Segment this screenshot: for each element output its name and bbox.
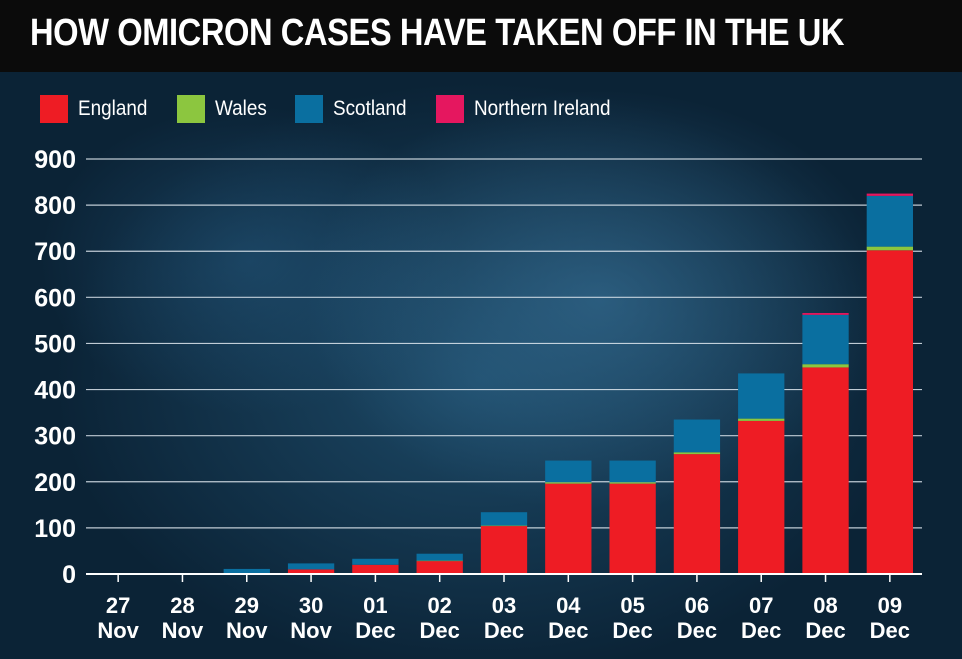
x-tick-label-day: 03 [492, 593, 516, 618]
title-bar: HOW OMICRON CASES HAVE TAKEN OFF IN THE … [0, 0, 962, 72]
x-tick-label-day: 07 [749, 593, 773, 618]
legend-swatch [294, 95, 323, 123]
y-tick-label: 100 [34, 515, 76, 543]
y-tick-label: 200 [34, 469, 76, 497]
bar-england [738, 420, 785, 574]
x-tick-label-day: 02 [427, 593, 451, 618]
x-tick-label-month: Dec [355, 618, 395, 643]
x-tick-label-month: Dec [612, 618, 652, 643]
y-tick-label: 300 [34, 423, 76, 451]
legend-swatch [40, 95, 68, 123]
legend-item-england: England [40, 95, 155, 123]
chart-legend: England Wales Scotland Northern Ireland [40, 92, 648, 126]
x-tick-label-day: 30 [299, 593, 323, 618]
bar-scotland [609, 460, 656, 483]
x-tick-label-month: Dec [548, 618, 588, 643]
bar-northern-ireland [802, 313, 849, 315]
chart-title: HOW OMICRON CASES HAVE TAKEN OFF IN THE … [30, 12, 845, 54]
bar-england [352, 564, 399, 574]
x-tick-label-day: 04 [556, 593, 581, 618]
bar-england [673, 454, 721, 574]
x-tick-label-month: Nov [162, 618, 204, 643]
bar-wales [416, 560, 463, 562]
bar-wales [480, 525, 528, 527]
legend-label: Wales [215, 97, 267, 120]
x-tick-label-month: Dec [420, 618, 460, 643]
x-tick-label-day: 06 [685, 593, 709, 618]
bar-england [287, 569, 335, 574]
bar-wales [545, 482, 592, 484]
x-tick-label-day: 27 [106, 593, 130, 618]
x-tick-label-day: 08 [813, 593, 837, 618]
bar-scotland [673, 419, 721, 453]
x-tick-label-day: 09 [878, 593, 902, 618]
legend-swatch [177, 95, 206, 123]
bar-england [545, 483, 592, 574]
bar-england [416, 561, 463, 574]
bar-scotland [480, 512, 528, 526]
bar-england [609, 483, 656, 574]
y-tick-label: 700 [34, 238, 76, 266]
y-tick-label: 800 [34, 192, 76, 220]
x-tick-label-month: Nov [226, 618, 268, 643]
x-tick-label-month: Nov [97, 618, 139, 643]
y-tick-label: 900 [34, 146, 76, 174]
x-tick-label-day: 01 [363, 593, 387, 618]
legend-item-northern-ireland: Northern Ireland [436, 95, 626, 123]
bar-scotland [223, 568, 270, 574]
legend-item-wales: Wales [177, 95, 273, 123]
x-tick-label-day: 05 [620, 593, 644, 618]
bar-scotland [802, 314, 849, 365]
y-tick-label: 500 [34, 330, 76, 358]
legend-label: England [78, 97, 148, 120]
legend-label: Scotland [332, 97, 407, 120]
x-tick-label-month: Nov [290, 618, 332, 643]
y-tick-label: 600 [34, 284, 76, 312]
bar-england [802, 367, 849, 574]
x-tick-label-month: Dec [484, 618, 524, 643]
legend-label: Northern Ireland [474, 97, 611, 120]
y-tick-label: 400 [34, 377, 76, 405]
bar-wales [802, 364, 849, 368]
x-tick-label-month: Dec [677, 618, 717, 643]
legend-swatch [436, 95, 465, 123]
bar-scotland [545, 460, 592, 483]
bar-scotland [416, 553, 463, 561]
x-tick-label-month: Dec [870, 618, 910, 643]
bar-wales [738, 418, 785, 421]
y-tick-label: 0 [62, 561, 76, 589]
bar-scotland [352, 558, 399, 565]
x-tick-label-month: Dec [741, 618, 781, 643]
bar-wales [609, 482, 656, 484]
x-tick-label-day: 28 [170, 593, 194, 618]
bar-wales [866, 246, 913, 251]
bar-scotland [287, 563, 335, 570]
bar-northern-ireland [866, 193, 913, 196]
bar-scotland [866, 195, 913, 247]
bar-wales [673, 452, 721, 455]
bar-england [866, 250, 913, 575]
legend-item-scotland: Scotland [294, 95, 415, 123]
bar-scotland [738, 373, 785, 419]
x-tick-label-month: Dec [805, 618, 845, 643]
bar-england [480, 526, 528, 574]
x-tick-label-day: 29 [235, 593, 259, 618]
